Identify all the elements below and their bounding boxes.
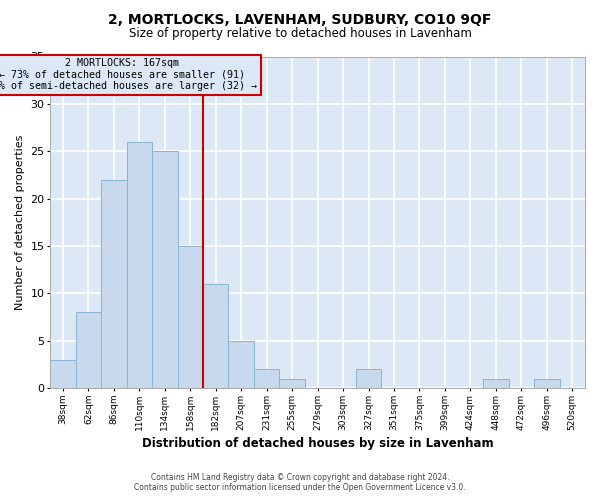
- Bar: [178, 246, 203, 388]
- X-axis label: Distribution of detached houses by size in Lavenham: Distribution of detached houses by size …: [142, 437, 493, 450]
- Text: Contains HM Land Registry data © Crown copyright and database right 2024.
Contai: Contains HM Land Registry data © Crown c…: [134, 473, 466, 492]
- Bar: [534, 378, 560, 388]
- Bar: [127, 142, 152, 388]
- Bar: [229, 341, 254, 388]
- Bar: [101, 180, 127, 388]
- Bar: [356, 369, 381, 388]
- Text: 2 MORTLOCKS: 167sqm
← 73% of detached houses are smaller (91)
26% of semi-detach: 2 MORTLOCKS: 167sqm ← 73% of detached ho…: [0, 58, 257, 92]
- Bar: [152, 151, 178, 388]
- Bar: [76, 312, 101, 388]
- Text: Size of property relative to detached houses in Lavenham: Size of property relative to detached ho…: [128, 28, 472, 40]
- Bar: [483, 378, 509, 388]
- Text: 2, MORTLOCKS, LAVENHAM, SUDBURY, CO10 9QF: 2, MORTLOCKS, LAVENHAM, SUDBURY, CO10 9Q…: [109, 12, 491, 26]
- Y-axis label: Number of detached properties: Number of detached properties: [15, 134, 25, 310]
- Bar: [50, 360, 76, 388]
- Bar: [203, 284, 229, 388]
- Bar: [280, 378, 305, 388]
- Bar: [254, 369, 280, 388]
